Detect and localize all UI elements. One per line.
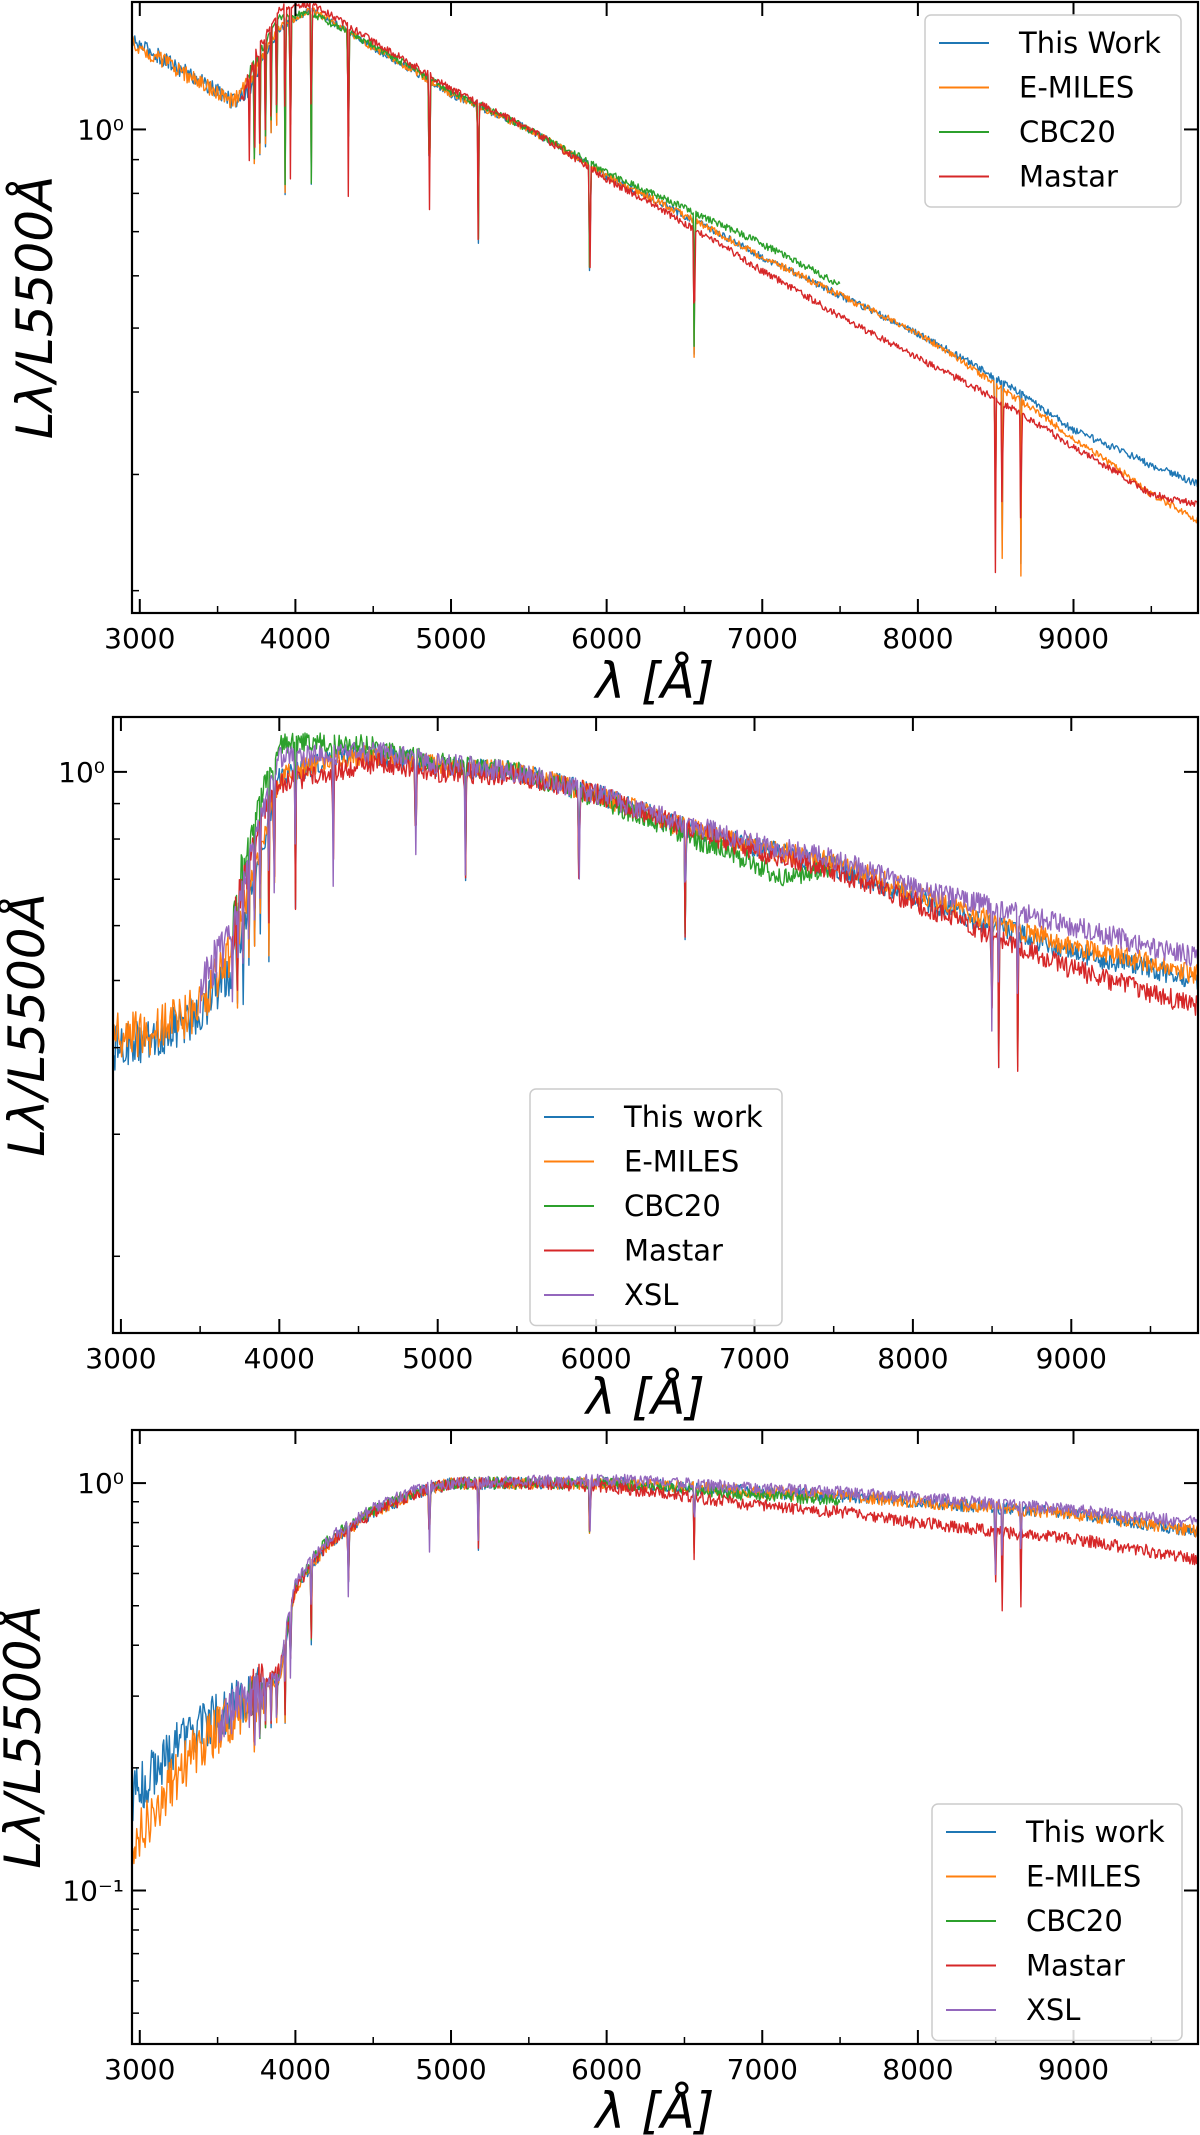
legend-label: E-MILES <box>1019 71 1134 105</box>
y-axis-label: Lλ/L5500Å <box>0 893 56 1157</box>
series-line-cbc20 <box>248 1476 841 1742</box>
legend-label: CBC20 <box>1026 1904 1123 1938</box>
x-tick-label: 6000 <box>571 622 642 655</box>
panel-2: 3000 4000 5000 6000 7000 8000 9000 10⁰ λ [Å] Lλ/L… <box>0 715 1200 1426</box>
legend-label: Mastar <box>1026 1949 1125 1983</box>
y-axis-label: Lλ/L5500Å <box>6 176 64 440</box>
legend-label: This work <box>623 1100 763 1134</box>
legend: This work E-MILES CBC20 Mastar XSL <box>931 1803 1183 2042</box>
legend-label: CBC20 <box>1019 115 1116 149</box>
x-tick-label: 8000 <box>882 622 953 655</box>
legend-label: Mastar <box>1019 160 1118 194</box>
x-tick-label: 6000 <box>571 2053 642 2086</box>
legend-box <box>924 14 1182 208</box>
legend-label: XSL <box>624 1278 678 1312</box>
x-tick-label: 4000 <box>260 2053 331 2086</box>
y-tick-label: 10⁰ <box>77 113 124 146</box>
axes-frame <box>130 1428 1200 2046</box>
y-tick-label: 10⁰ <box>77 1467 124 1500</box>
legend-label: This Work <box>1018 26 1161 60</box>
series-line-mastar <box>248 1476 1198 1743</box>
x-tick-label: 8000 <box>877 1342 948 1375</box>
x-tick-label: 9000 <box>1036 1342 1107 1375</box>
x-axis-label: λ [Å] <box>583 1368 705 1426</box>
series-line-cbc20 <box>248 10 841 347</box>
x-tick-label: 8000 <box>882 2053 953 2086</box>
legend-label: Mastar <box>624 1234 723 1268</box>
series-group <box>132 2 1198 577</box>
y-tick-label: 10⁰ <box>58 756 105 789</box>
series-line-mastar <box>231 752 1198 1073</box>
x-tick-label: 3000 <box>104 2053 175 2086</box>
legend-box <box>529 1088 783 1327</box>
y-axis-label: Lλ/L5500Å <box>0 1605 52 1869</box>
x-tick-label: 9000 <box>1038 2053 1109 2086</box>
x-axis-label: λ [Å] <box>593 2082 715 2135</box>
x-tick-label: 4000 <box>260 622 331 655</box>
y-tick-label: 10⁻¹ <box>62 1875 124 1908</box>
axes-frame <box>130 0 1200 615</box>
x-axis-label: λ [Å] <box>593 652 715 710</box>
series-line-mastar <box>240 2 1198 574</box>
series-group <box>113 732 1198 1073</box>
legend-label: CBC20 <box>624 1189 721 1223</box>
x-tick-label: 3000 <box>104 622 175 655</box>
x-tick-label: 5000 <box>415 2053 486 2086</box>
legend: This work E-MILES CBC20 Mastar XSL <box>529 1088 783 1327</box>
legend: This Work E-MILES CBC20 Mastar <box>924 14 1182 208</box>
panel-1: 3000 4000 5000 6000 7000 8000 9000 10⁰ λ [Å] Lλ/L… <box>6 0 1200 710</box>
x-tick-label: 4000 <box>244 1342 315 1375</box>
series-line-xsl <box>217 1473 1198 1746</box>
series-line-this-work <box>132 1476 1198 1822</box>
x-tick-label: 7000 <box>727 2053 798 2086</box>
x-tick-label: 6000 <box>560 1342 631 1375</box>
legend-label: E-MILES <box>1026 1860 1141 1894</box>
legend-box <box>931 1803 1183 2042</box>
x-tick-label: 9000 <box>1038 622 1109 655</box>
x-tick-label: 3000 <box>85 1342 156 1375</box>
legend-label: This work <box>1025 1815 1165 1849</box>
panel-3: 3000 4000 5000 6000 7000 8000 9000 10⁰ 10⁻¹ λ [Å]… <box>0 1428 1200 2135</box>
x-tick-label: 7000 <box>727 622 798 655</box>
x-tick-label: 5000 <box>415 622 486 655</box>
series-line-xsl <box>199 741 1198 1032</box>
x-tick-label: 7000 <box>719 1342 790 1375</box>
axes-frame <box>111 715 1200 1335</box>
series-group <box>132 1473 1198 1865</box>
legend-label: XSL <box>1026 1993 1080 2027</box>
legend-label: E-MILES <box>624 1145 739 1179</box>
x-tick-label: 5000 <box>402 1342 473 1375</box>
